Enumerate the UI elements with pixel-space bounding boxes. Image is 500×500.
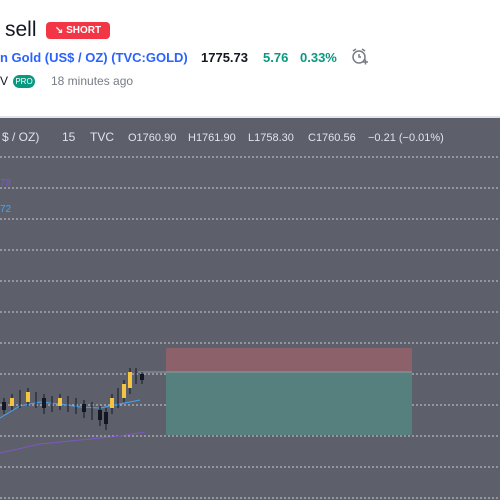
legend-symbol: $ / OZ): [2, 130, 39, 144]
alert-icon[interactable]: [350, 46, 370, 66]
symbol-link[interactable]: n Gold (US$ / OZ) (TVC:GOLD): [0, 50, 188, 65]
legend-close: C1760.56: [308, 132, 356, 144]
pro-badge: PRO: [13, 75, 35, 88]
ma-line: [0, 399, 141, 419]
stop-zone: [166, 348, 412, 372]
author[interactable]: V: [0, 74, 9, 88]
indicator-value: 78: [0, 178, 12, 189]
legend-high: H1761.90: [188, 132, 236, 144]
indicator-value: 72: [0, 204, 12, 215]
chart: $ / OZ) 15 TVC O1760.90 H1761.90 L1758.3…: [0, 118, 500, 500]
badge-text: SHORT: [66, 25, 102, 36]
price: 1775.73: [201, 50, 248, 65]
legend-interval: 15: [62, 130, 76, 144]
short-badge: ↘ SHORT: [46, 22, 110, 39]
legend-low: L1758.30: [248, 132, 294, 144]
target-zone: [166, 372, 412, 435]
legend-change: −0.21 (−0.01%): [368, 132, 444, 144]
legend-open: O1760.90: [128, 132, 176, 144]
ma-line: [0, 431, 146, 454]
separator: [0, 116, 500, 118]
candle-bodies: [2, 374, 144, 424]
chart-background: [0, 118, 500, 500]
price-change: 5.76: [263, 50, 289, 65]
idea-title: sell: [5, 18, 37, 41]
publish-time: 18 minutes ago: [51, 74, 134, 88]
price-change-percent: 0.33%: [300, 50, 337, 65]
legend-exchange: TVC: [90, 130, 114, 144]
candle-bodies: [10, 372, 132, 408]
